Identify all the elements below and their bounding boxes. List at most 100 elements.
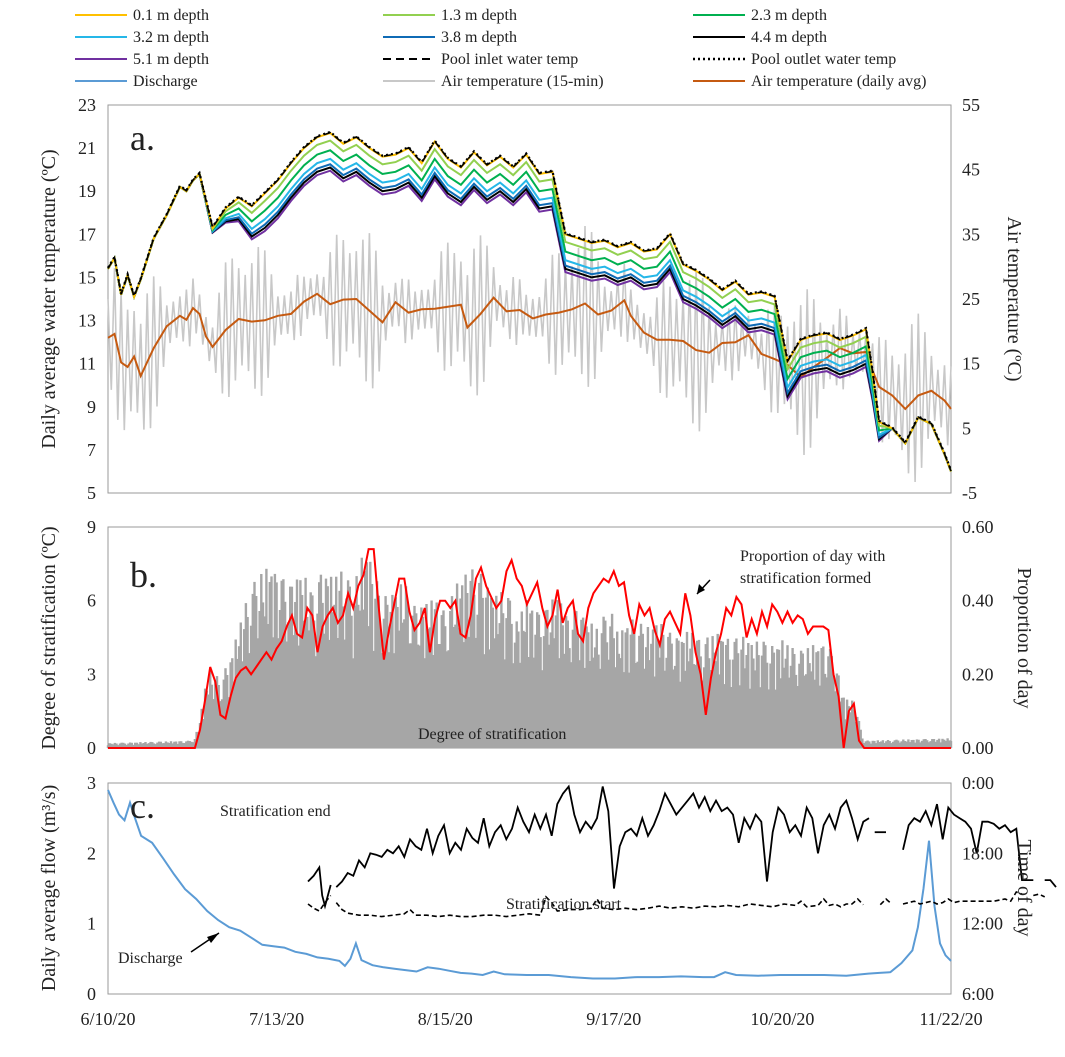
degree-bar	[820, 648, 823, 748]
degree-bar	[265, 568, 268, 748]
degree-bar	[641, 633, 644, 748]
degree-bar	[256, 638, 260, 748]
degree-bar	[687, 661, 690, 748]
degree-bar	[188, 741, 191, 748]
degree-bar	[931, 739, 934, 748]
degree-bar	[318, 582, 321, 748]
degree-bar	[755, 641, 759, 748]
panel-b-ylabel: Degree of stratification (ºC)	[38, 526, 60, 749]
x-tick-label: 10/20/20	[750, 1009, 814, 1029]
degree-bar	[415, 613, 418, 748]
y-tick-label: 6	[87, 591, 96, 611]
degree-bar	[842, 697, 845, 748]
degree-bar	[570, 662, 573, 748]
degree-bar	[655, 625, 658, 748]
degree-bar	[232, 683, 236, 748]
degree-bar	[864, 741, 867, 748]
degree-bar	[454, 624, 457, 748]
panel-c: 0 1 2 3 6:00 12:00 18:00 0:00 c. Daily average…	[38, 773, 1057, 1004]
degree-bar	[900, 741, 903, 748]
degree-bar	[939, 742, 942, 748]
degree-bar	[605, 642, 609, 748]
degree-bar	[624, 632, 627, 748]
degree-bar	[553, 638, 556, 748]
degree-bar	[360, 557, 363, 748]
degree-bar	[462, 642, 466, 748]
degree-bar	[297, 645, 300, 748]
degree-bar	[331, 612, 334, 748]
degree-bar	[592, 657, 595, 748]
degree-bar	[672, 669, 675, 748]
degree-bar	[236, 658, 239, 748]
degree-bar	[323, 633, 326, 748]
degree-bar	[122, 742, 125, 748]
degree-bar	[420, 607, 423, 748]
degree-bar	[367, 626, 370, 748]
degree-bar	[616, 631, 619, 748]
y-tick-label: 19	[78, 181, 96, 201]
degree-bar	[340, 571, 343, 748]
degree-bar	[118, 743, 122, 748]
degree-bar	[597, 654, 600, 748]
degree-bar	[723, 684, 726, 748]
degree-bar	[295, 579, 299, 748]
degree-bar	[181, 742, 185, 748]
degree-bar	[406, 601, 409, 748]
degree-bar	[788, 677, 791, 748]
y-tick-label: 0.60	[962, 517, 994, 537]
degree-bar	[314, 656, 317, 748]
panel-a-label: a.	[130, 118, 155, 158]
degree-bar	[798, 663, 801, 748]
degree-bar	[200, 708, 203, 748]
degree-bar	[944, 740, 948, 748]
degree-bar	[524, 632, 527, 748]
degree-bar	[811, 645, 815, 748]
degree-bar	[512, 663, 515, 748]
degree-bar	[290, 586, 294, 748]
degree-bar	[123, 743, 127, 748]
y-tick-label: 11	[79, 354, 96, 374]
degree-bar	[614, 667, 617, 748]
degree-bar	[408, 643, 411, 748]
y-tick-label: 23	[78, 95, 96, 115]
degree-bar	[835, 673, 839, 748]
x-tick-label: 9/17/20	[586, 1009, 641, 1029]
y-tick-label: 0:00	[962, 773, 994, 793]
degree-bar	[817, 651, 820, 748]
degree-bar	[793, 654, 796, 748]
degree-bar	[149, 741, 152, 748]
degree-bar	[668, 632, 672, 748]
degree-bar	[559, 603, 563, 748]
stratification-start-line	[307, 894, 332, 913]
degree-bar	[908, 742, 912, 748]
y-tick-label: 12:00	[962, 914, 1003, 934]
degree-bar	[547, 644, 551, 748]
degree-bar	[156, 742, 159, 748]
degree-bar	[796, 686, 799, 748]
degree-bar	[108, 743, 111, 748]
degree-bar	[382, 618, 386, 748]
degree-bar	[466, 593, 469, 748]
degree-bar	[634, 663, 638, 748]
degree-bar	[435, 602, 438, 748]
degree-bar	[398, 630, 401, 748]
degree-bar	[253, 581, 256, 748]
degree-bar	[839, 701, 842, 748]
panel-a-y2label: Air temperature (ºC)	[1003, 216, 1025, 381]
degree-bar	[144, 742, 147, 748]
degree-bar	[765, 662, 769, 748]
degree-bar	[178, 741, 181, 748]
degree-bar	[910, 740, 913, 748]
degree-bar	[914, 742, 917, 748]
pool-inlet-line	[107, 131, 952, 472]
panel-b-label: b.	[130, 555, 157, 595]
proportion-annotation-arrow	[696, 579, 711, 595]
degree-bar	[227, 697, 231, 748]
degree-bar	[847, 706, 850, 748]
proportion-series	[108, 548, 951, 749]
degree-bar	[399, 584, 403, 748]
degree-bar	[934, 741, 937, 748]
degree-bar	[452, 627, 455, 748]
y-tick-label: -5	[962, 483, 977, 503]
degree-bar	[469, 580, 472, 748]
